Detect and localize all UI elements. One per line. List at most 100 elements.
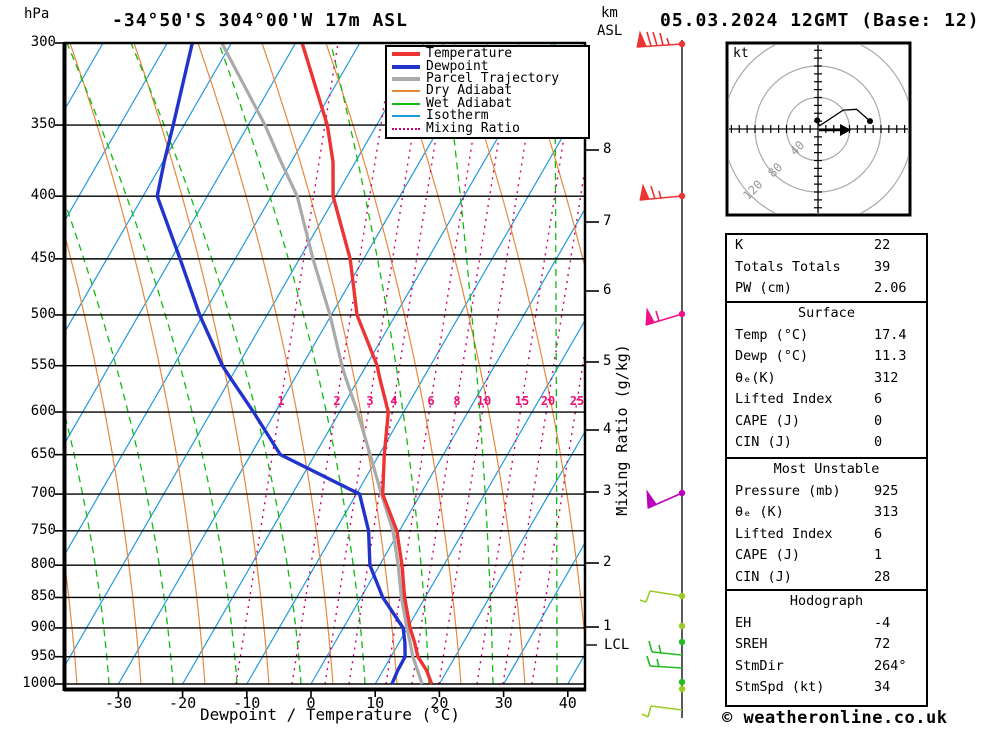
x-tick-label: -10 (233, 694, 261, 712)
isotherm-line (246, 96, 585, 685)
x-tick-label: -30 (104, 694, 132, 712)
parcel-trajectory-curve (220, 43, 424, 685)
stats-row: CIN (J) 0 (727, 432, 926, 454)
legend-item-label: Dry Adiabat (426, 83, 513, 99)
legend-item: Temperature (387, 47, 588, 60)
pressure-tick-label: 900 (30, 618, 56, 635)
km-tick-label: 7 (603, 213, 612, 229)
x-tick-label: 30 (494, 694, 513, 712)
mixing-ratio-line (411, 43, 515, 685)
stats-row: Dewp (°C) 11.3 (727, 346, 926, 368)
stats-row-value: 17.4 (874, 326, 907, 343)
legend-item-label: Mixing Ratio (426, 120, 520, 136)
legend-item: Dry Adiabat (387, 83, 588, 99)
km-tick-label: 4 (603, 421, 612, 437)
legend-item: Dewpoint (387, 60, 588, 73)
legend-item-label: Isotherm (426, 108, 489, 124)
mixing-ratio-label: 6 (427, 394, 435, 408)
x-tick-label: 0 (306, 694, 316, 712)
legend-item-label: Wet Adiabat (426, 95, 513, 111)
stats-row: Pressure (mb) 925 (727, 481, 926, 503)
stats-row: SREH 72 (727, 634, 926, 656)
isotherm-line (374, 319, 585, 685)
legend-item: Wet Adiabat (387, 95, 588, 111)
km-tick-label: 1 (603, 618, 612, 634)
dry-adiabat-line (453, 43, 585, 645)
wet-adiabat-line (218, 43, 366, 685)
stats-row-value: 72 (874, 636, 891, 652)
temperature-curve (300, 43, 434, 685)
stats-section-header: Most Unstable (773, 461, 880, 477)
stats-row-value: 312 (874, 369, 899, 386)
pressure-tick-label: 600 (30, 403, 56, 420)
stats-row: θₑ(K) 312 (727, 368, 926, 390)
stats-row-label: θₑ(K) (735, 369, 776, 386)
stats-section: Most Unstable Pressure (mb) 925 θₑ (K) 313 Li… (725, 457, 928, 591)
stats-row-value: 34 (874, 679, 891, 695)
isotherm-line (117, 43, 489, 685)
stats-row-label: K (735, 237, 744, 253)
stats-row-value: 39 (874, 258, 891, 275)
stats-row-label: StmDir (735, 657, 784, 674)
km-tick-label: 3 (603, 483, 612, 499)
pressure-unit-label: hPa (24, 6, 50, 22)
isotherm-line (182, 43, 553, 685)
dry-adiabat-line (261, 43, 398, 685)
asl-axis-label: ASL (597, 23, 623, 39)
x-tick-label: 10 (366, 694, 385, 712)
hodograph-unit-label: kt (733, 46, 749, 61)
stats-row-label: Dewp (°C) (735, 348, 809, 364)
stats-row: K 22 (727, 235, 926, 257)
pressure-tick-label: 500 (30, 305, 56, 322)
isotherm-line (310, 207, 585, 685)
stats-section: Surface Temp (°C) 17.4 Dewp (°C) 11.3 θₑ(K) 31… (725, 301, 928, 459)
stats-row-label: Temp (°C) (735, 326, 809, 343)
stats-row-value: 2.06 (874, 280, 907, 296)
stats-row: CIN (J) 28 (727, 567, 926, 589)
isotherm-line (65, 43, 425, 667)
km-tick-label: 8 (603, 141, 612, 157)
legend-line-sample (392, 52, 420, 57)
stats-section-header: Surface (798, 305, 855, 321)
pressure-tick-label: 400 (30, 187, 56, 204)
legend-line-sample (392, 76, 420, 81)
mixing-ratio-label: 1 (277, 394, 285, 408)
km-tick-label: 2 (603, 554, 612, 570)
x-tick-label: -20 (169, 694, 197, 712)
stats-row: θₑ (K) 313 (727, 502, 926, 524)
isotherm-line (503, 541, 585, 685)
dry-adiabat-line (69, 43, 206, 685)
pressure-tick-label: 950 (30, 647, 56, 664)
stats-row-label: Lifted Index (735, 525, 833, 542)
legend-line-sample (392, 127, 420, 130)
mixing-ratio-label: 2 (333, 394, 341, 408)
wet-adiabat-line (130, 43, 302, 685)
stats-row: Lifted Index 6 (727, 524, 926, 546)
isotherm-line (65, 43, 297, 444)
wet-adiabat-line (330, 43, 430, 685)
lcl-label: LCL (604, 637, 630, 653)
mixing-ratio-label: 8 (453, 394, 461, 408)
legend-line-sample (392, 90, 420, 93)
isotherm-line (438, 430, 585, 685)
stats-row-value: 0 (874, 434, 883, 450)
stats-row-label: PW (cm) (735, 280, 792, 296)
stats-row-label: CAPE (J) (735, 412, 801, 429)
stats-row: StmSpd (kt) 34 (727, 677, 926, 699)
dry-adiabat-line (133, 43, 270, 685)
legend-item: Isotherm (387, 108, 588, 124)
stats-row: CAPE (J) 1 (727, 545, 926, 567)
km-tick-label: 5 (603, 353, 612, 369)
pressure-tick-label: 350 (30, 116, 56, 133)
stats-row-value: 6 (874, 391, 883, 407)
dry-adiabat-line (197, 43, 334, 685)
stats-row-label: CIN (J) (735, 434, 792, 450)
stats-row-value: 1 (874, 547, 883, 563)
stats-section: Hodograph EH -4 SREH 72 StmDir 264° StmSpd (kt)… (725, 589, 928, 707)
wind-barb-column (636, 30, 686, 718)
hodograph-trace (816, 108, 871, 127)
pressure-tick-label: 550 (30, 356, 56, 373)
stats-row-value: 11.3 (874, 348, 907, 364)
stats-row: StmDir 264° (727, 656, 926, 678)
